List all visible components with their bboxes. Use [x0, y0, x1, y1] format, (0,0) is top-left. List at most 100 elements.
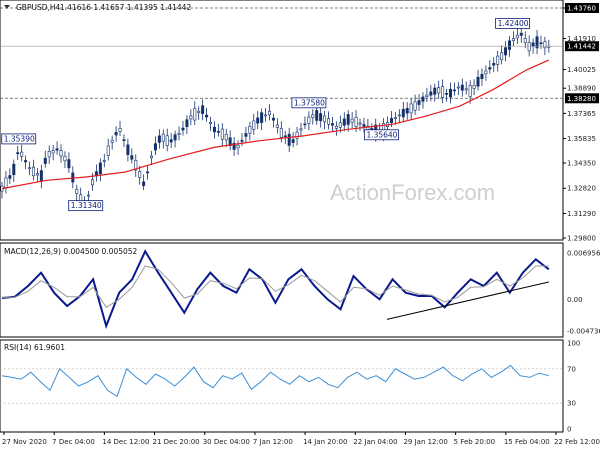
candle-body — [519, 32, 523, 36]
candle-body — [456, 86, 460, 89]
candle-body — [24, 160, 28, 163]
candle-body — [472, 84, 476, 89]
candle-body — [220, 128, 224, 140]
time-tick-label: 22 Feb 12:00 — [554, 438, 600, 446]
candle-body — [492, 63, 496, 66]
candle-body — [224, 133, 228, 141]
time-tick-label: 29 Jan 12:00 — [403, 438, 447, 446]
watermark: ActionForex.com — [330, 180, 495, 205]
macd-header: MACD(12,26,9) 0.004500 0.005052 — [4, 247, 138, 256]
candle-body — [283, 135, 287, 138]
price-tick-label: 1.29800 — [567, 235, 596, 243]
candle-body — [59, 150, 63, 157]
candle-body — [161, 133, 165, 142]
candle-body — [212, 126, 216, 133]
candle-body — [484, 70, 488, 75]
candle-body — [417, 100, 421, 105]
candle-body — [413, 101, 417, 111]
rsi-tick-label: 30 — [567, 400, 576, 408]
candle-body — [507, 40, 511, 50]
price-callout-text: 1.37580 — [294, 98, 325, 107]
candle-body — [126, 144, 130, 155]
candle-body — [327, 118, 331, 125]
candle-body — [149, 155, 153, 159]
time-tick-label: 27 Nov 2020 — [2, 438, 47, 446]
candle-body — [51, 150, 55, 154]
candle-body — [480, 73, 484, 80]
rsi-axis-ticks: 100 70 30 0 — [0, 340, 580, 434]
candle-body — [362, 124, 366, 127]
candle-body — [39, 170, 43, 182]
price-panel-border — [0, 0, 564, 241]
candle-body — [43, 157, 47, 164]
candle-body — [189, 115, 193, 120]
candle-body — [252, 120, 256, 130]
time-tick-label: 14 Dec 12:00 — [102, 438, 149, 446]
level-tag-text: 1.38280 — [567, 95, 596, 103]
candle-body — [173, 134, 177, 141]
candle-body — [468, 85, 472, 97]
price-tick-label: 1.34350 — [567, 160, 596, 168]
rsi-tick-label: 70 — [567, 365, 576, 373]
candle-body — [441, 86, 445, 98]
macd-axis-ticks: 0.006956 0.00 -0.004736 — [567, 249, 600, 335]
candle-body — [401, 108, 405, 118]
candle-body — [464, 88, 468, 91]
candle-body — [496, 55, 500, 65]
candle-body — [114, 132, 118, 136]
candle-body — [354, 116, 358, 127]
candle-body — [169, 139, 173, 143]
candle-body — [527, 42, 531, 52]
level-tag-text: 1.43760 — [567, 5, 596, 13]
candle-body — [98, 162, 102, 175]
macd-trendline — [386, 281, 549, 320]
candle-body — [389, 118, 393, 124]
candle-body — [63, 155, 67, 162]
candle-body — [279, 128, 283, 138]
candle-body — [523, 38, 527, 43]
candle-body — [421, 96, 425, 102]
collapse-arrow-icon[interactable] — [4, 5, 10, 9]
candle-body — [515, 34, 519, 39]
candle-body — [476, 76, 480, 87]
moving-average-line — [1, 59, 550, 190]
level-tag — [565, 3, 599, 13]
candle-body — [177, 132, 181, 135]
candle-body — [232, 142, 236, 150]
macd-tick-label: 0.006956 — [567, 249, 600, 257]
candle-body — [134, 160, 138, 171]
time-tick-label: 5 Feb 20:00 — [454, 438, 495, 446]
rsi-line — [1, 364, 549, 398]
candle-body — [264, 114, 268, 117]
price-tick-label: 1.38890 — [567, 85, 596, 93]
candle-body — [138, 171, 142, 178]
candle-body — [201, 105, 205, 114]
candle-body — [338, 122, 342, 128]
level-tag — [565, 93, 599, 104]
candle-body — [28, 167, 32, 170]
candle-body — [110, 140, 114, 143]
candle-body — [244, 133, 248, 137]
price-callout-box — [364, 129, 399, 141]
candle-body — [511, 38, 515, 42]
rsi-header: RSI(14) 61.9601 — [4, 343, 65, 352]
candle-body — [460, 84, 464, 91]
candle-body — [350, 118, 354, 123]
current-price-text: 1.41442 — [567, 43, 596, 51]
macd-tick-label: 0.00 — [567, 296, 583, 304]
candle-body — [146, 171, 150, 174]
price-callout-text: 1.35390 — [4, 134, 35, 143]
candle-body — [193, 108, 197, 121]
candle-body — [334, 125, 338, 129]
candle-body — [307, 116, 311, 124]
candle-body — [437, 87, 441, 94]
candle-body — [118, 127, 122, 132]
candle-body — [303, 123, 307, 126]
time-tick-label: 22 Jan 04:00 — [353, 438, 397, 446]
candle-body — [102, 160, 106, 162]
price-callout-text: 1.31340 — [71, 201, 102, 210]
price-header-ohlc: 1.41616 1.41657 1.41395 1.41442 — [60, 3, 191, 12]
candle-body — [181, 127, 185, 131]
candle-body — [500, 52, 504, 60]
